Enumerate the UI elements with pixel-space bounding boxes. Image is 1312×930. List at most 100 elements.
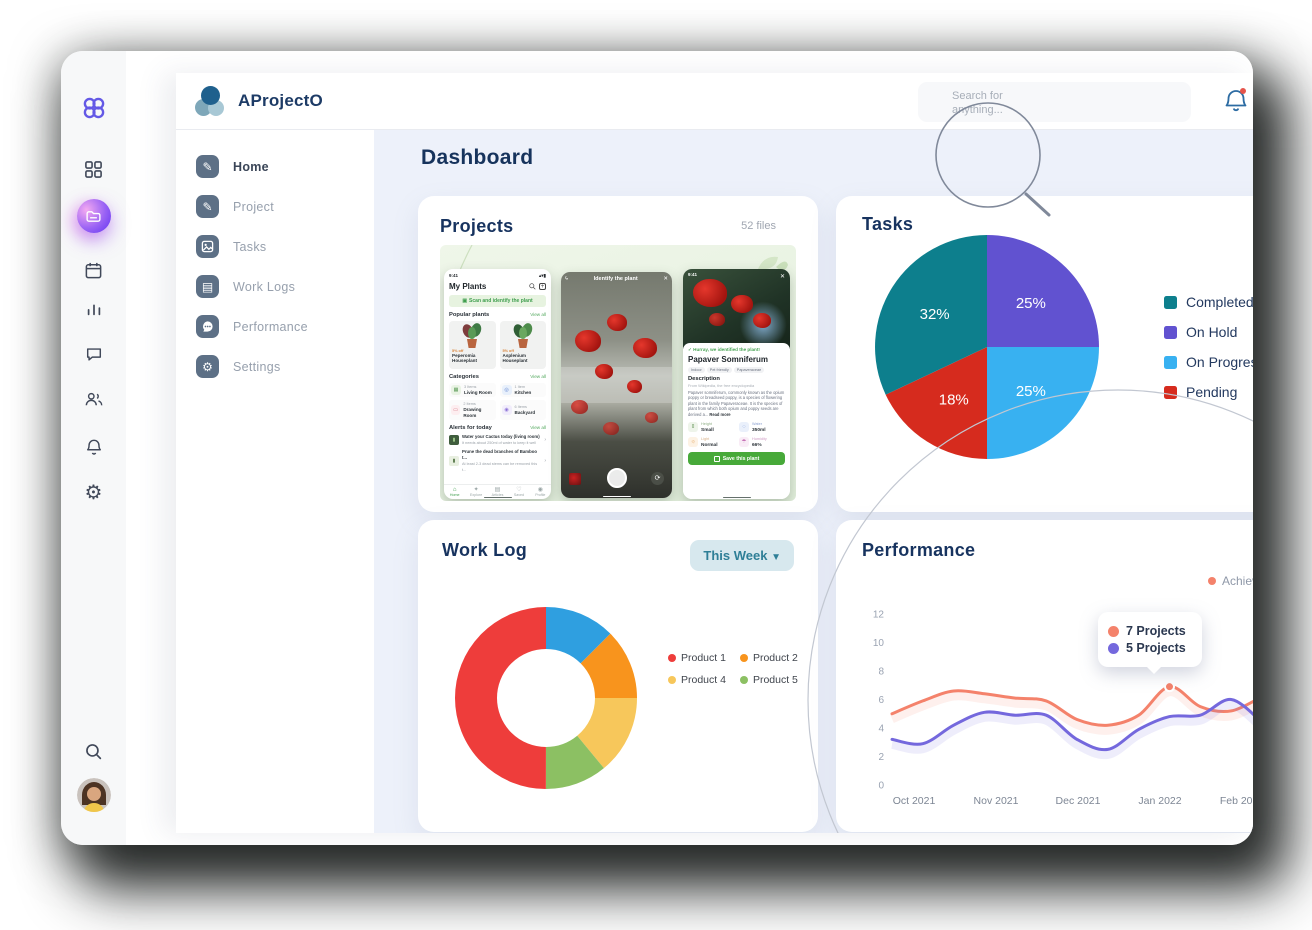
tab-articles[interactable]: ▤ Articles	[487, 487, 508, 497]
legend-item-on-progress[interactable]: On Progress	[1164, 354, 1253, 370]
legend-item-product2[interactable]: Product 2	[739, 652, 798, 664]
chevron-right-icon: ›	[544, 437, 546, 443]
phone-mockup-camera: ϟ Identify the plant ✕ ⟳	[561, 272, 672, 498]
category-kitchen[interactable]: ◎ 1 Item Kitchen	[499, 383, 546, 397]
calendar-icon[interactable]	[77, 253, 111, 287]
edit-pencil-icon: ✎	[196, 155, 219, 178]
water-drop-icon: ◌	[739, 422, 749, 433]
tasks-card-title: Tasks	[862, 214, 914, 234]
gallery-thumbnail[interactable]	[569, 473, 581, 485]
analytics-bars-icon[interactable]	[77, 292, 111, 326]
phone-mockup-my-plants: 9:41 ▴▾▮ My Plants + ▣ Scan and identify t…	[444, 269, 551, 499]
view-all-link[interactable]: View all	[530, 425, 546, 430]
svg-text:Feb 2022: Feb 2022	[1220, 795, 1253, 807]
alert-thumbnail: ▮	[449, 435, 459, 445]
nav-item-settings[interactable]: ⚙ Settings	[176, 355, 374, 378]
settings-gear-icon[interactable]: ⚙	[84, 481, 103, 504]
category-icon: ▭	[451, 405, 461, 415]
nav-item-home[interactable]: ✎ Home	[176, 155, 374, 178]
grid-dashboard-icon[interactable]	[77, 152, 111, 186]
camera-viewfinder	[561, 272, 672, 498]
tab-saved[interactable]: ♡ Saved	[508, 487, 529, 497]
read-more-link[interactable]: Read more	[709, 411, 731, 417]
height-icon: ⇕	[688, 422, 698, 433]
legend-item-product1[interactable]: Product 1	[668, 652, 726, 664]
period-dropdown[interactable]: This Week ▼	[690, 540, 794, 571]
files-count: 52 files	[741, 220, 776, 232]
legend-item-product4[interactable]: Product 4	[668, 674, 726, 686]
legend-item-pending[interactable]: Pending	[1164, 384, 1253, 400]
description-source: From Wikipedia, the free encyclopedia	[688, 383, 755, 388]
home-indicator	[483, 496, 512, 498]
projects-card: Projects 52 files 9:41 ▴▾▮ My Plants	[418, 196, 818, 512]
attr-light: ☼ Light Normal	[688, 436, 734, 448]
legend-dot	[668, 654, 676, 662]
app-window: All Acti	[61, 51, 1253, 845]
performance-card-title: Performance	[862, 540, 976, 560]
explore-icon: ✦	[473, 487, 479, 493]
category-backyard[interactable]: ◉ 6 Items Backyard	[499, 400, 546, 420]
status-icons: ▴▾▮	[539, 273, 546, 278]
alert-row[interactable]: ▮ Prune the dead branches of Bamboo t...…	[449, 449, 546, 473]
messages-bubble-icon[interactable]	[77, 337, 111, 371]
shutter-button[interactable]	[606, 468, 627, 488]
camera-flip-icon[interactable]: ⟳	[651, 472, 664, 485]
legend-item-on-hold[interactable]: On Hold	[1164, 324, 1253, 340]
scan-plant-button[interactable]: ▣ Scan and identify the plant	[449, 295, 546, 307]
alert-row[interactable]: ▮ Water your Cactus today (living room) I…	[449, 434, 546, 446]
view-all-link[interactable]: View all	[530, 312, 546, 317]
projects-preview-banner[interactable]: 9:41 ▴▾▮ My Plants + ▣ Scan and identify t…	[440, 245, 796, 501]
svg-text:Dec 2021: Dec 2021	[1056, 795, 1101, 807]
team-users-icon[interactable]	[77, 382, 111, 416]
save-plant-button[interactable]: Save this plant	[688, 452, 785, 466]
nav-item-work-logs[interactable]: ▤ Work Logs	[176, 275, 374, 298]
performance-legend[interactable]: Achieved	[1208, 574, 1253, 588]
user-avatar[interactable]	[76, 778, 111, 812]
category-icon: ◉	[501, 405, 512, 415]
dashboard-panel: AProjectO Search for anything... ✎ Home …	[176, 73, 1253, 833]
close-icon[interactable]: ✕	[779, 274, 785, 280]
tasks-card: Tasks 25% 25% 18% 32% Completed On Hold On …	[836, 196, 1253, 512]
svg-text:12: 12	[873, 610, 885, 621]
legend-swatch	[1164, 355, 1177, 369]
flash-icon[interactable]: ϟ	[565, 276, 568, 282]
app-logo-icon[interactable]	[77, 91, 111, 125]
search-input[interactable]: Search for anything...	[918, 82, 1191, 122]
projects-folder-icon-active[interactable]	[76, 199, 111, 233]
plant-card[interactable]: 5% off Asplenium Houseplant	[499, 321, 546, 369]
plant-image	[462, 323, 482, 348]
category-drawing-room[interactable]: ▭ 2 Items Drawing Room	[449, 400, 496, 420]
nav-item-performance[interactable]: Performance	[176, 315, 374, 338]
plant-image	[513, 323, 532, 348]
legend-item-completed[interactable]: Completed	[1164, 294, 1253, 310]
search-icon[interactable]	[529, 283, 536, 290]
notifications-bell-icon[interactable]	[77, 430, 111, 464]
image-icon	[196, 235, 219, 258]
add-icon[interactable]: +	[539, 283, 546, 290]
tab-home[interactable]: ⌂ Home	[444, 487, 465, 497]
svg-text:32%: 32%	[920, 306, 950, 323]
tasks-pie-chart[interactable]: 25% 25% 18% 32%	[872, 232, 1102, 467]
view-all-link[interactable]: View all	[530, 374, 546, 379]
document-icon: ▤	[196, 275, 219, 298]
plant-card[interactable]: 5% off Peperomia Houseplant	[449, 321, 496, 369]
category-living-room[interactable]: ▦ 3 Items Living Room	[449, 383, 496, 397]
rail-search-icon[interactable]	[77, 734, 111, 768]
svg-text:Jan 2022: Jan 2022	[1138, 795, 1181, 807]
close-icon[interactable]: ✕	[663, 276, 668, 282]
svg-text:18%: 18%	[939, 391, 969, 408]
notification-bell-icon[interactable]	[1222, 86, 1250, 116]
alerts-title: Alerts for today	[449, 425, 492, 431]
app-name: AProjectO	[238, 91, 323, 110]
tag: Papaveraceae	[733, 366, 765, 373]
plant-photo	[683, 269, 790, 349]
legend-item-product5[interactable]: Product 5	[739, 674, 798, 686]
plant-name: Papaver Somniferum	[688, 355, 769, 364]
tab-profile[interactable]: ◉ Profile	[530, 487, 551, 497]
nav-item-tasks[interactable]: Tasks	[176, 235, 374, 258]
tasks-legend: Completed On Hold On Progress Pending	[1164, 294, 1253, 414]
worklog-card: Work Log This Week ▼ Product 1 Product 2…	[418, 520, 818, 832]
nav-item-project[interactable]: ✎ Project	[176, 195, 374, 218]
tab-explore[interactable]: ✦ Explore	[465, 487, 486, 497]
worklog-donut-chart[interactable]	[446, 598, 646, 803]
